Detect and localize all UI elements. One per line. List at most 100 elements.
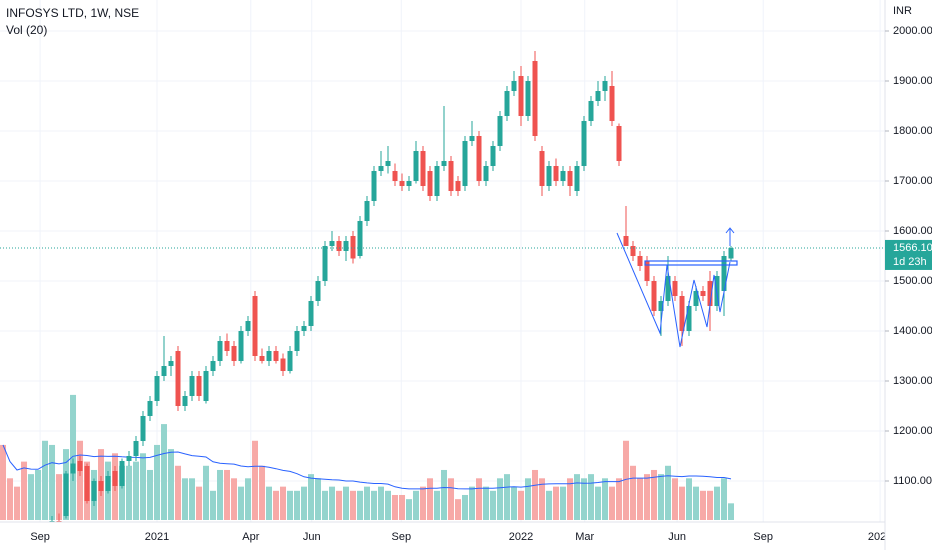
volume-bar bbox=[77, 440, 84, 520]
candle-body bbox=[329, 241, 335, 246]
volume-bar bbox=[476, 478, 483, 520]
volume-bar bbox=[413, 490, 420, 520]
candle-body bbox=[651, 281, 657, 311]
volume-bar bbox=[133, 461, 140, 520]
volume-bar bbox=[434, 490, 441, 520]
volume-bar bbox=[350, 490, 357, 520]
y-tick-label: 1100.00 bbox=[893, 475, 932, 487]
volume-bar bbox=[301, 486, 308, 520]
volume-ma-line bbox=[2, 444, 732, 490]
volume-bar bbox=[238, 486, 245, 520]
volume-bar bbox=[231, 478, 238, 520]
volume-bar bbox=[644, 474, 651, 520]
candle-body bbox=[217, 341, 223, 361]
arrow-head bbox=[725, 227, 735, 234]
y-axis: 2000.00 1900.00 1800.00 1700.00 1600.00 1500.… bbox=[885, 25, 932, 487]
candle-body bbox=[469, 136, 475, 141]
candle-body bbox=[581, 121, 587, 166]
volume-bar bbox=[182, 478, 189, 520]
volume-bar bbox=[392, 494, 399, 520]
candle-body bbox=[686, 306, 692, 331]
x-tick-label: 2021 bbox=[145, 531, 169, 543]
pattern-drawings bbox=[616, 227, 738, 348]
candle-body bbox=[259, 356, 265, 361]
candle-body bbox=[189, 376, 195, 396]
volume-bar bbox=[371, 490, 378, 520]
candle-body bbox=[371, 171, 377, 201]
y-tick-label: 1600.00 bbox=[893, 225, 932, 237]
candle-body bbox=[287, 351, 293, 371]
candle-body bbox=[532, 61, 538, 136]
candle-body bbox=[105, 476, 111, 491]
candle-body bbox=[504, 91, 510, 116]
volume-bar bbox=[14, 486, 21, 520]
candle-body bbox=[560, 171, 566, 181]
x-axis: Sep 2021 Apr Jun Sep 2022 Mar Jun Sep 2023 bbox=[0, 521, 892, 543]
volume-bar bbox=[70, 394, 77, 520]
candle-body bbox=[182, 396, 188, 406]
x-tick-label: Sep bbox=[30, 531, 50, 543]
volume-bar bbox=[504, 474, 511, 520]
w-pattern-line bbox=[616, 232, 731, 348]
candle-body bbox=[392, 171, 398, 181]
candle-body bbox=[161, 366, 167, 376]
y-tick-label: 1900.00 bbox=[893, 75, 932, 87]
candle-body bbox=[322, 246, 328, 281]
volume-bar bbox=[287, 490, 294, 520]
volume-bar bbox=[308, 474, 315, 520]
volume-bar bbox=[497, 478, 504, 520]
volume-bar bbox=[574, 474, 581, 520]
candle-body bbox=[301, 326, 307, 331]
candle-body bbox=[98, 481, 104, 491]
candle-body bbox=[588, 101, 594, 121]
volume-bar bbox=[560, 486, 567, 520]
volume-bar bbox=[616, 478, 623, 520]
candle-body bbox=[658, 301, 664, 311]
volume-bar bbox=[658, 474, 665, 520]
volume-bar bbox=[518, 490, 525, 520]
candle-body bbox=[364, 201, 370, 221]
volume-bar bbox=[623, 440, 630, 520]
candle-body bbox=[140, 416, 146, 441]
y-tick-label: 1500.00 bbox=[893, 275, 932, 287]
volume-bar bbox=[329, 486, 336, 520]
candle-body bbox=[315, 281, 321, 301]
candle-body bbox=[126, 456, 132, 461]
volume-bar bbox=[336, 490, 343, 520]
volume-bar bbox=[168, 449, 175, 520]
volume-bar bbox=[294, 490, 301, 520]
volume-bar bbox=[602, 478, 609, 520]
volume-bar bbox=[385, 490, 392, 520]
x-tick-label: Apr bbox=[242, 531, 259, 543]
volume-bar bbox=[539, 478, 546, 520]
candle-body bbox=[336, 241, 342, 251]
volume-bar bbox=[721, 478, 728, 520]
candle-body bbox=[378, 166, 384, 171]
candle-body bbox=[203, 371, 209, 401]
volume-bar bbox=[126, 465, 133, 520]
y-tick-label: 1400.00 bbox=[893, 325, 932, 337]
volume-bar bbox=[343, 486, 350, 520]
candle-body bbox=[518, 76, 524, 116]
candle-body bbox=[84, 466, 90, 501]
volume-bar bbox=[511, 486, 518, 520]
volume-bar bbox=[714, 486, 721, 520]
x-tick-label: Mar bbox=[575, 531, 594, 543]
volume-bar bbox=[28, 474, 35, 520]
candle-body bbox=[434, 166, 440, 196]
candle-body bbox=[420, 151, 426, 186]
volume-bar bbox=[665, 465, 672, 520]
candle-body bbox=[595, 91, 601, 101]
volume-bar bbox=[693, 486, 700, 520]
candle-body bbox=[343, 241, 349, 251]
y-tick-label: 1300.00 bbox=[893, 375, 932, 387]
volume-bar bbox=[322, 490, 329, 520]
x-tick-label: Sep bbox=[392, 531, 412, 543]
volume-bar bbox=[686, 478, 693, 520]
volume-bar bbox=[595, 486, 602, 520]
volume-label: Vol (20) bbox=[6, 23, 47, 37]
volume-bar bbox=[609, 486, 616, 520]
volume-bar bbox=[273, 490, 280, 520]
volume-bar bbox=[42, 440, 49, 520]
